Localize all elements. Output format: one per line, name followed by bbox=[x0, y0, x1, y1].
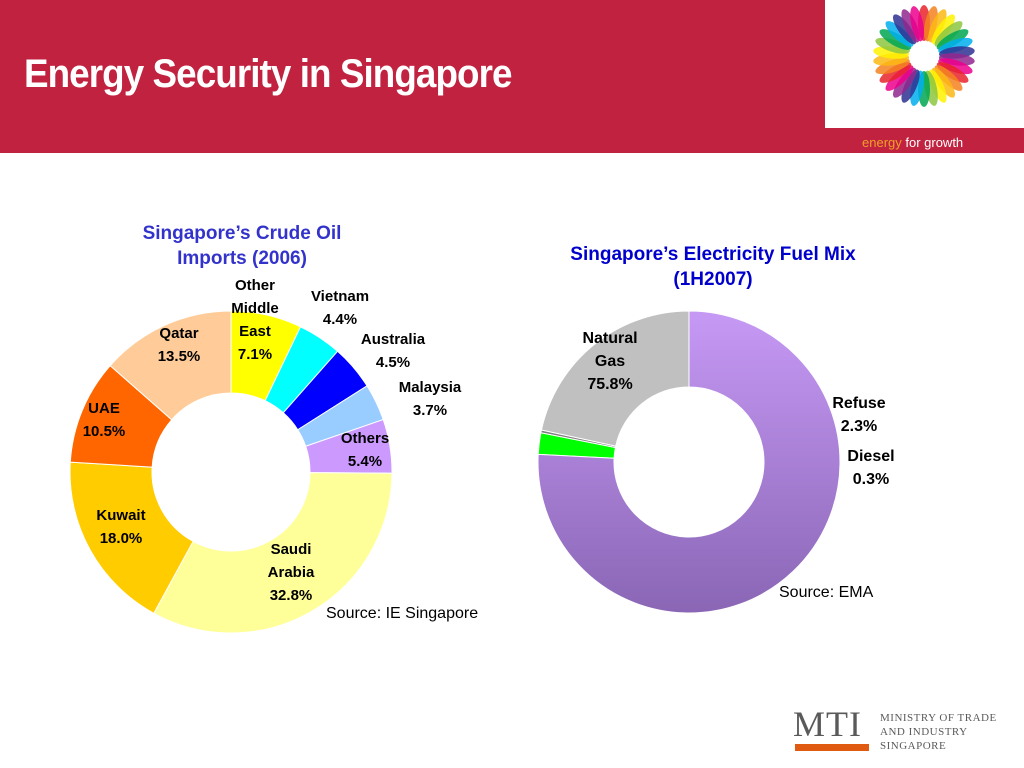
sunburst-flower-icon bbox=[873, 5, 975, 107]
crude-oil-slice-kuwait bbox=[69, 461, 194, 614]
mti-logo: MTI bbox=[793, 704, 869, 751]
tagline: energy for growth bbox=[862, 135, 963, 150]
tagline-accent: energy bbox=[862, 135, 902, 150]
tagline-rest: for growth bbox=[901, 135, 964, 150]
sunburst-petal bbox=[938, 58, 973, 75]
sunburst-petal bbox=[892, 67, 917, 98]
crude-oil-label-uae: UAE 10.5% bbox=[83, 400, 126, 440]
crude-oil-label-saudi-arabia: Saudi Arabia 32.8% bbox=[268, 541, 315, 604]
electricity-chart-title: Singapore’s Electricity Fuel Mix (1H2007… bbox=[520, 242, 906, 292]
electricity-source: Source: EMA bbox=[779, 584, 874, 601]
crude-oil-label-australia: Australia 4.5% bbox=[361, 331, 426, 371]
ministry-line2: AND INDUSTRY bbox=[880, 726, 968, 738]
sunburst-petal bbox=[934, 65, 963, 91]
sunburst-petal bbox=[936, 62, 969, 83]
electricity-title-line1: Singapore’s Electricity Fuel Mix bbox=[570, 244, 856, 265]
ministry-line1: MINISTRY OF TRADE bbox=[880, 712, 997, 724]
sunburst-petal bbox=[879, 29, 912, 50]
electricity-label-diesel: Diesel 0.3% bbox=[847, 448, 894, 488]
crude-oil-chart-title: Singapore’s Crude Oil Imports (2006) bbox=[94, 221, 390, 271]
sunburst-petal bbox=[910, 6, 925, 42]
electricity-label-natural-gas: Natural Gas 75.8% bbox=[582, 330, 637, 393]
mti-letters: MTI bbox=[793, 704, 862, 744]
sunburst-petal bbox=[901, 69, 920, 103]
page-title: Energy Security in Singapore bbox=[24, 52, 512, 96]
electricity-slice-fuel oil bbox=[540, 310, 690, 447]
crude-oil-label-kuwait: Kuwait 18.0% bbox=[96, 507, 145, 547]
sunburst-petal bbox=[928, 9, 947, 43]
crude-oil-donut: Other Middle East 7.1% Vietnam 4.4%Australia 4… bbox=[69, 277, 462, 634]
crude-oil-title-line2: Imports (2006) bbox=[177, 248, 307, 269]
crude-oil-slice-qatar bbox=[109, 310, 232, 421]
logo-panel bbox=[825, 0, 1024, 153]
crude-oil-label-vietnam: Vietnam 4.4% bbox=[311, 288, 369, 328]
crude-oil-label-qatar: Qatar 13.5% bbox=[158, 325, 201, 365]
crude-oil-label-others: Others 5.4% bbox=[341, 430, 389, 470]
header-band: Energy Security in Singapore bbox=[0, 0, 825, 153]
electricity-label-refuse: Refuse 2.3% bbox=[832, 395, 885, 435]
crude-oil-label-malaysia: Malaysia 3.7% bbox=[399, 379, 462, 419]
electricity-slice-natural-gas bbox=[537, 310, 841, 614]
crude-oil-label-other-middle-east: Other Middle East 7.1% bbox=[231, 277, 279, 363]
tagline-band bbox=[825, 128, 1024, 153]
ministry-line3: SINGAPORE bbox=[880, 740, 947, 752]
electricity-title-line2: (1H2007) bbox=[673, 269, 753, 290]
ministry-name: MINISTRY OF TRADE AND INDUSTRY SINGAPORE bbox=[880, 711, 997, 753]
crude-oil-slice-saudi-arabia bbox=[153, 472, 393, 634]
sunburst-petal bbox=[875, 37, 910, 54]
crude-oil-source: Source: IE Singapore bbox=[326, 605, 479, 622]
sunburst-center bbox=[911, 43, 937, 69]
sunburst-petal bbox=[885, 21, 914, 47]
mti-underline bbox=[795, 744, 869, 751]
sunburst-petal bbox=[931, 14, 956, 45]
crude-oil-title-line1: Singapore’s Crude Oil bbox=[142, 223, 342, 244]
